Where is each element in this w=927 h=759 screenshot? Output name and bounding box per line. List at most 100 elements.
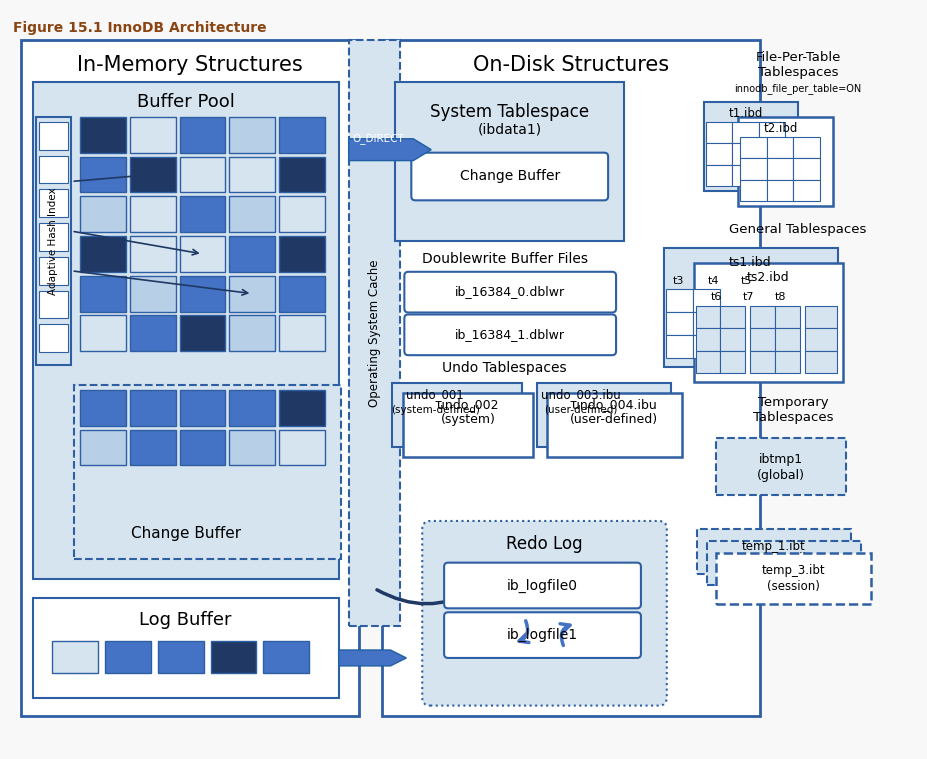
Bar <box>105 641 151 672</box>
Text: undo_003.ibu: undo_003.ibu <box>541 389 621 402</box>
Bar <box>81 156 126 192</box>
Text: Redo Log: Redo Log <box>506 535 583 553</box>
Text: temp_3.ibt: temp_3.ibt <box>761 564 825 577</box>
Bar <box>279 316 324 351</box>
Bar <box>767 180 794 201</box>
Bar <box>279 156 324 192</box>
Text: Undo Tablespaces: Undo Tablespaces <box>442 361 567 375</box>
Bar <box>279 390 324 426</box>
Bar <box>741 180 767 201</box>
Bar <box>758 143 785 165</box>
Bar <box>81 117 126 153</box>
Text: (session): (session) <box>767 580 819 593</box>
Bar <box>279 236 324 272</box>
Bar <box>717 438 845 495</box>
Bar <box>74 385 341 559</box>
Text: ts1.ibd: ts1.ibd <box>729 257 771 269</box>
Text: Figure 15.1 InnoDB Architecture: Figure 15.1 InnoDB Architecture <box>13 20 266 35</box>
Bar <box>805 306 837 328</box>
Bar <box>767 137 794 159</box>
Bar <box>229 236 275 272</box>
Bar <box>741 137 767 159</box>
Bar <box>279 117 324 153</box>
Bar <box>695 351 720 373</box>
Text: t1.ibd: t1.ibd <box>729 108 763 121</box>
Text: t7: t7 <box>743 291 754 301</box>
Bar <box>130 117 176 153</box>
Text: General Tablespaces: General Tablespaces <box>730 222 867 235</box>
Bar <box>775 351 800 373</box>
Text: t8: t8 <box>774 291 786 301</box>
Bar <box>229 197 275 232</box>
Bar <box>666 335 693 358</box>
Text: O_DIRECT: O_DIRECT <box>352 134 404 144</box>
Bar <box>758 122 785 143</box>
Bar <box>39 190 69 217</box>
Bar <box>750 306 775 328</box>
FancyBboxPatch shape <box>444 613 641 658</box>
Bar <box>39 257 69 285</box>
Text: undo_002: undo_002 <box>438 398 499 411</box>
Text: ibtmp1: ibtmp1 <box>759 453 803 466</box>
Bar <box>180 117 225 153</box>
Bar <box>750 328 775 351</box>
Bar <box>229 117 275 153</box>
Bar <box>81 236 126 272</box>
Bar <box>664 248 838 367</box>
Bar <box>396 82 624 241</box>
Bar <box>720 351 745 373</box>
Bar <box>180 236 225 272</box>
Text: (system): (system) <box>440 413 495 427</box>
Text: Tablespaces: Tablespaces <box>753 411 833 424</box>
Text: Doublewrite Buffer Files: Doublewrite Buffer Files <box>422 252 588 266</box>
Text: ts2.ibd: ts2.ibd <box>747 271 790 285</box>
Text: (ibdata1): (ibdata1) <box>477 123 541 137</box>
Text: Adaptive Hash Index: Adaptive Hash Index <box>48 187 58 294</box>
Bar <box>794 137 819 159</box>
Text: Operating System Cache: Operating System Cache <box>368 260 381 407</box>
Bar <box>279 197 324 232</box>
Bar <box>705 165 732 187</box>
Bar <box>693 288 720 312</box>
Bar <box>693 312 720 335</box>
Bar <box>39 223 69 251</box>
Bar <box>383 40 760 716</box>
Bar <box>720 328 745 351</box>
Bar <box>666 288 693 312</box>
Bar <box>35 117 71 365</box>
Text: (global): (global) <box>757 469 805 482</box>
Text: ib_16384_0.dblwr: ib_16384_0.dblwr <box>454 285 565 298</box>
Text: undo_004.ibu: undo_004.ibu <box>572 398 656 411</box>
Bar <box>720 306 745 328</box>
Bar <box>229 430 275 465</box>
Text: temp_2.ibt: temp_2.ibt <box>751 553 815 565</box>
Bar <box>805 328 837 351</box>
Bar <box>180 316 225 351</box>
Bar <box>693 263 843 382</box>
Bar <box>130 156 176 192</box>
Bar <box>158 641 204 672</box>
Bar <box>741 159 767 180</box>
Bar <box>130 390 176 426</box>
Bar <box>705 143 732 165</box>
Text: (user-defined): (user-defined) <box>544 405 618 414</box>
Text: temp_1.ibt: temp_1.ibt <box>742 540 805 553</box>
Bar <box>81 316 126 351</box>
Bar <box>706 541 860 585</box>
Bar <box>392 383 522 448</box>
Bar <box>81 276 126 311</box>
Bar <box>229 276 275 311</box>
Text: (user-defined): (user-defined) <box>570 413 658 427</box>
Bar <box>180 390 225 426</box>
Bar <box>180 430 225 465</box>
Text: Temporary: Temporary <box>757 396 829 409</box>
Bar <box>767 159 794 180</box>
FancyArrow shape <box>349 139 431 161</box>
FancyArrow shape <box>338 650 406 666</box>
Text: Log Buffer: Log Buffer <box>139 611 232 629</box>
Bar <box>794 180 819 201</box>
Text: In-Memory Structures: In-Memory Structures <box>77 55 302 75</box>
Bar <box>32 598 338 698</box>
Bar <box>81 430 126 465</box>
Text: Buffer Pool: Buffer Pool <box>137 93 235 111</box>
